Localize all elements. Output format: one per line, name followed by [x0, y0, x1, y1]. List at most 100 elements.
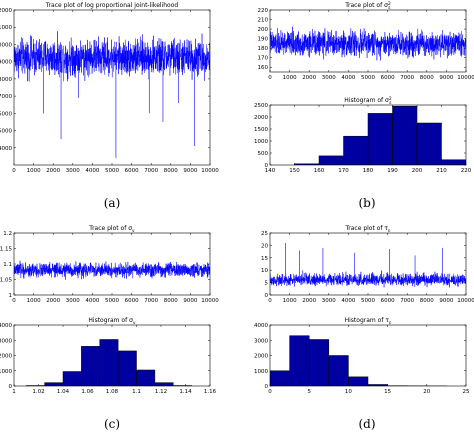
- hist-sigma-v-ytick-label-3: 3000: [0, 338, 12, 344]
- hist-sigma-eps-xtick-label-2: 160: [314, 168, 325, 174]
- hist-sigma-eps-data: [294, 105, 466, 165]
- trace-loglik-xtick-label-4: 4000: [85, 168, 99, 174]
- trace-sigma-v-xtick-label-5: 5000: [105, 298, 119, 304]
- hist-tau-eps-ytick-label-3: 3000: [254, 338, 268, 344]
- trace-sigma-v-xtick-label-0: 0: [12, 298, 16, 304]
- hist-sigma-eps-xtick-label-6: 200: [412, 168, 423, 174]
- hist-sigma-v-bar-6: [136, 369, 156, 386]
- hist-sigma-v-xtick-label-2: 1.04: [57, 389, 70, 395]
- hist-sigma-eps-xtick-label-0: 140: [265, 168, 276, 174]
- panel-label-d: (d): [358, 417, 375, 431]
- trace-sigma-eps-title: Trace plot of σ2 ε: [344, 1, 391, 11]
- hist-tau-eps-xtick-label-4: 20: [423, 389, 430, 395]
- hist-tau-eps-xtick-label-3: 15: [384, 389, 391, 395]
- trace-sigma-eps-title-sup: 2: [388, 1, 391, 7]
- trace-tau-eps-title-text: Trace plot of τ: [345, 225, 389, 232]
- hist-sigma-eps-xtick-label-4: 180: [363, 168, 374, 174]
- hist-sigma-eps-title-sub: ε: [389, 101, 392, 106]
- hist-sigma-eps-ytick-label-3: 1500: [254, 127, 268, 133]
- panel-label-b: (b): [358, 196, 375, 210]
- hist-sigma-v-bar-5: [117, 350, 137, 386]
- trace-loglik-panel: Trace plot of log proportional joint-lik…: [0, 2, 219, 174]
- trace-tau-eps-ytick-label-4: 20: [261, 243, 268, 249]
- hist-sigma-eps-ytick-label-4: 2000: [254, 115, 268, 121]
- trace-sigma-v-xtick-label-3: 3000: [66, 298, 80, 304]
- trace-tau-eps-ytick-label-2: 10: [261, 268, 268, 274]
- hist-tau-eps-title-sub: ε: [389, 321, 392, 326]
- hist-sigma-eps-ytick-label-2: 1000: [254, 139, 268, 145]
- trace-sigma-v-xtick-label-9: 9000: [183, 298, 197, 304]
- trace-loglik-data: [14, 31, 210, 159]
- trace-loglik-xtick-label-8: 8000: [164, 168, 178, 174]
- hist-tau-eps-xtick-label-2: 10: [345, 389, 352, 395]
- trace-loglik-ytick-label-8: 12000: [0, 8, 12, 14]
- trace-tau-eps-xtick-label-5: 5000: [361, 298, 375, 304]
- trace-sigma-eps-xtick-label-7: 7000: [400, 75, 414, 81]
- trace-tau-eps-xtick-label-2: 2000: [302, 298, 316, 304]
- trace-loglik-ytick-label-5: 9000: [0, 60, 12, 66]
- trace-loglik-xtick-label-7: 7000: [144, 168, 158, 174]
- trace-sigma-eps-ytick-label-3: 190: [258, 37, 269, 43]
- hist-sigma-v-bar-3: [81, 346, 100, 386]
- hist-sigma-v-bar-2: [62, 371, 82, 386]
- hist-sigma-eps-title: Histogram of σ2 ε: [344, 96, 392, 106]
- trace-loglik-ytick-label-3: 7000: [0, 94, 12, 100]
- trace-sigma-v-xtick-label-10: 10000: [201, 298, 219, 304]
- trace-tau-eps-title: Trace plot of τε: [345, 225, 392, 234]
- hist-sigma-v-xtick-label-6: 1.12: [155, 389, 167, 395]
- trace-sigma-eps-ytick-label-1: 170: [258, 56, 269, 62]
- trace-tau-eps-panel: Trace plot of τε 0 1000 2000 3000 4000 5000 600…: [261, 225, 474, 304]
- hist-sigma-v-title: Histogram of σv: [88, 317, 136, 326]
- hist-sigma-v-xtick-label-1: 1.02: [32, 389, 44, 395]
- hist-tau-eps-panel: Histogram of τε 0 5 10 15 20 25 0 1000 2000 3000 40…: [254, 317, 470, 395]
- hist-sigma-v-ytick-label-4: 4000: [0, 323, 12, 329]
- hist-sigma-v-xtick-label-5: 1.1: [132, 389, 141, 395]
- hist-sigma-v-ytick-label-0: 0: [9, 384, 13, 390]
- trace-sigma-eps-xtick-label-1: 1000: [283, 75, 297, 81]
- trace-sigma-v-xtick-label-8: 8000: [164, 298, 178, 304]
- hist-tau-eps-ytick-label-0: 0: [265, 384, 269, 390]
- trace-tau-eps-xtick-label-6: 6000: [381, 298, 395, 304]
- trace-loglik-xtick-label-2: 2000: [46, 168, 60, 174]
- trace-tau-eps-xtick-label-8: 8000: [420, 298, 434, 304]
- trace-tau-eps-ytick-label-3: 15: [261, 256, 268, 262]
- trace-tau-eps-xtick-label-4: 4000: [341, 298, 355, 304]
- trace-sigma-v-panel: Trace plot of σv 0 1000 2000 3000 4000 5000 600…: [0, 225, 219, 304]
- trace-sigma-eps-xtick-label-6: 6000: [381, 75, 395, 81]
- trace-sigma-eps-title-sub: ε: [388, 6, 391, 11]
- hist-sigma-eps-bar-4: [392, 105, 418, 165]
- trace-sigma-v-title-sub: v: [132, 229, 135, 234]
- trace-loglik-xtick-label-9: 9000: [183, 168, 197, 174]
- hist-tau-eps-bar-0: [270, 370, 290, 386]
- trace-sigma-v-xtick-label-4: 4000: [85, 298, 99, 304]
- trace-loglik-title-text: Trace plot of log proportional joint-lik…: [45, 2, 179, 9]
- hist-sigma-v-xtick-label-4: 1.08: [106, 389, 119, 395]
- trace-sigma-v-xtick-label-6: 6000: [125, 298, 139, 304]
- hist-sigma-eps-title-text: Histogram of σ: [344, 97, 389, 104]
- hist-sigma-eps-ytick-label-1: 500: [258, 151, 269, 157]
- panel-label-a: (a): [104, 196, 121, 210]
- trace-sigma-v-xtick-label-1: 1000: [27, 298, 41, 304]
- trace-sigma-eps-xtick-label-2: 2000: [302, 75, 316, 81]
- hist-sigma-eps-ytick-label-0: 0: [265, 163, 269, 169]
- trace-loglik-ytick-label-2: 6000: [0, 111, 12, 117]
- hist-tau-eps-bar-3: [328, 355, 349, 386]
- hist-tau-eps-data: [270, 335, 447, 386]
- trace-sigma-eps-ytick-label-5: 210: [258, 18, 269, 24]
- trace-tau-eps-series-line: [270, 270, 466, 288]
- trace-sigma-eps-xtick-label-3: 3000: [322, 75, 336, 81]
- trace-sigma-eps-title-text: Trace plot of σ: [344, 2, 388, 9]
- trace-sigma-v-ytick-label-3: 1.15: [0, 247, 12, 253]
- trace-tau-eps-xtick-label-7: 7000: [400, 298, 414, 304]
- hist-sigma-eps-xtick-label-1: 150: [289, 168, 300, 174]
- trace-loglik-ytick-label-7: 11000: [0, 25, 12, 31]
- trace-tau-eps-xtick-label-3: 3000: [322, 298, 336, 304]
- hist-sigma-eps-xtick-label-8: 220: [461, 168, 472, 174]
- hist-sigma-eps-bar-5: [416, 122, 442, 165]
- trace-loglik-ytick-label-4: 8000: [0, 77, 12, 83]
- hist-tau-eps-xtick-label-5: 25: [463, 389, 470, 395]
- trace-sigma-eps-ytick-label-2: 180: [258, 46, 269, 52]
- trace-sigma-v-title-text: Trace plot of σ: [88, 225, 132, 232]
